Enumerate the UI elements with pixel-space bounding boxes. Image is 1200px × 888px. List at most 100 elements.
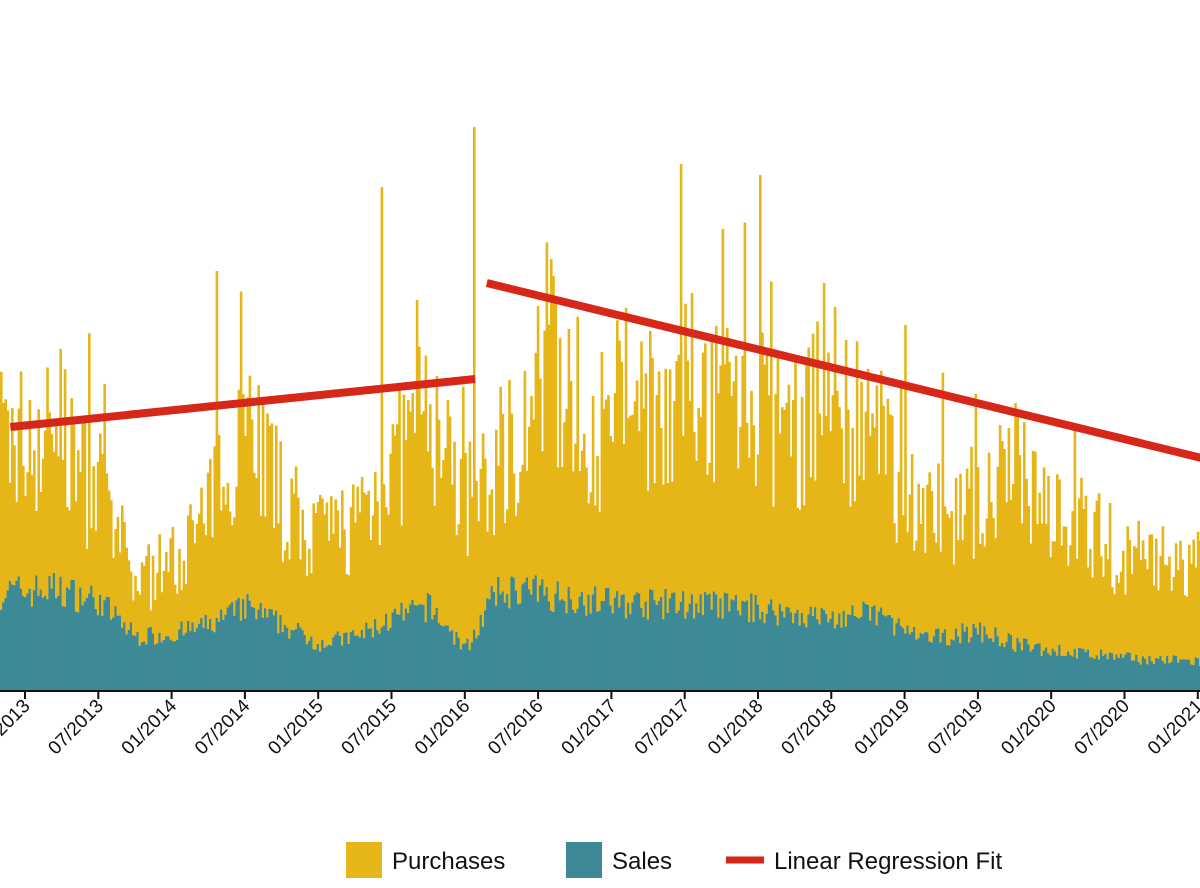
sales-bar bbox=[451, 630, 454, 691]
sales-bar bbox=[37, 595, 40, 691]
purchases-bar bbox=[371, 515, 375, 638]
sales-bar bbox=[114, 606, 117, 691]
purchases-bar bbox=[781, 407, 784, 612]
purchases-bar bbox=[301, 509, 304, 631]
sales-bar bbox=[422, 605, 425, 691]
purchases-bar bbox=[855, 341, 859, 618]
purchases-bar bbox=[926, 484, 929, 633]
sales-bar bbox=[41, 597, 45, 691]
purchases-bar bbox=[118, 552, 122, 616]
purchases-bar bbox=[880, 370, 883, 608]
purchases-bar bbox=[235, 486, 238, 601]
purchases-bar bbox=[1146, 569, 1149, 665]
purchases-bar bbox=[162, 570, 166, 640]
sales-bar bbox=[613, 597, 617, 691]
sales-bar bbox=[682, 591, 685, 691]
purchases-bar bbox=[591, 395, 595, 595]
sales-bar bbox=[176, 639, 179, 691]
purchases-bar bbox=[409, 411, 412, 605]
purchases-bar bbox=[1034, 451, 1037, 645]
purchases-bar bbox=[510, 413, 513, 577]
sales-bar bbox=[382, 625, 386, 691]
purchases-bar bbox=[407, 399, 410, 613]
sales-bar bbox=[66, 587, 69, 691]
sales-bar bbox=[974, 627, 978, 691]
sales-bar bbox=[1100, 649, 1103, 691]
sales-bar bbox=[690, 594, 694, 691]
purchases-bar bbox=[1005, 502, 1008, 642]
sales-bar bbox=[347, 643, 351, 691]
purchases-bar bbox=[741, 355, 744, 601]
regression-lines bbox=[9, 279, 1200, 462]
purchases-bar bbox=[646, 490, 650, 620]
sales-bar bbox=[732, 600, 736, 691]
sales-bar bbox=[490, 585, 494, 691]
sales-bar bbox=[761, 612, 764, 691]
sales-bar bbox=[880, 607, 883, 691]
purchases-bar bbox=[935, 542, 938, 629]
purchases-bar bbox=[550, 259, 553, 611]
purchases-bar bbox=[1161, 526, 1165, 662]
purchases-bar bbox=[433, 505, 436, 615]
sales-bar bbox=[765, 613, 769, 691]
sales-bar bbox=[891, 617, 894, 691]
sales-bar bbox=[1093, 658, 1096, 691]
sales-bar bbox=[508, 608, 511, 691]
purchases-bar bbox=[323, 514, 326, 648]
purchases-bar bbox=[420, 414, 423, 605]
sales-bar bbox=[675, 613, 678, 691]
purchases-bar bbox=[523, 370, 527, 583]
sales-bar bbox=[666, 612, 670, 691]
sales-bar bbox=[545, 587, 549, 691]
purchases-bar bbox=[345, 574, 348, 633]
sales-bar bbox=[209, 618, 212, 691]
purchases-bar bbox=[838, 407, 841, 614]
purchases-bar bbox=[891, 415, 894, 618]
purchases-bar bbox=[107, 490, 111, 598]
purchases-bar bbox=[622, 443, 626, 595]
purchases-bar bbox=[866, 368, 870, 605]
x-tick-label: 01/2017 bbox=[558, 696, 621, 759]
purchases-bar bbox=[840, 428, 843, 628]
purchases-bar bbox=[369, 539, 373, 629]
sales-bar bbox=[864, 603, 868, 691]
sales-bar bbox=[154, 644, 157, 691]
sales-bar bbox=[1018, 642, 1022, 691]
sales-bar bbox=[371, 637, 375, 691]
sales-bar bbox=[187, 620, 190, 691]
sales-bar bbox=[35, 575, 38, 691]
sales-bar bbox=[1086, 649, 1090, 691]
sales-bar bbox=[160, 642, 164, 691]
purchases-bar bbox=[358, 512, 362, 638]
purchases-bar bbox=[1001, 440, 1004, 644]
sales-bar bbox=[1016, 637, 1019, 691]
purchases-bar bbox=[638, 430, 641, 594]
purchases-bar bbox=[283, 550, 287, 625]
purchases-bar bbox=[576, 316, 579, 609]
purchases-bar bbox=[565, 408, 568, 614]
purchases-bar bbox=[785, 402, 788, 607]
sales-bar bbox=[22, 595, 25, 691]
purchases-bar bbox=[732, 381, 736, 601]
sales-bar bbox=[565, 613, 568, 691]
purchases-bar bbox=[213, 446, 216, 633]
x-tick-label: 07/2020 bbox=[1071, 696, 1134, 759]
sales-bar bbox=[1038, 643, 1041, 691]
purchases-bar bbox=[717, 393, 720, 618]
purchases-bar bbox=[1104, 543, 1107, 654]
regression-line-segment-2 bbox=[485, 279, 1200, 462]
sales-bar bbox=[1150, 661, 1154, 691]
sales-bar bbox=[400, 602, 403, 691]
purchases-bar bbox=[875, 385, 879, 626]
purchases-bar bbox=[503, 522, 507, 603]
purchases-bar bbox=[246, 397, 249, 595]
sales-bar bbox=[1152, 664, 1156, 691]
sales-bar bbox=[754, 594, 758, 691]
sales-bar bbox=[33, 590, 36, 691]
sales-bar bbox=[1067, 651, 1070, 691]
purchases-bar bbox=[789, 456, 793, 613]
purchases-bar bbox=[253, 472, 256, 608]
sales-bar bbox=[301, 630, 304, 691]
purchases-bar bbox=[446, 400, 450, 626]
purchases-bar bbox=[378, 544, 381, 634]
